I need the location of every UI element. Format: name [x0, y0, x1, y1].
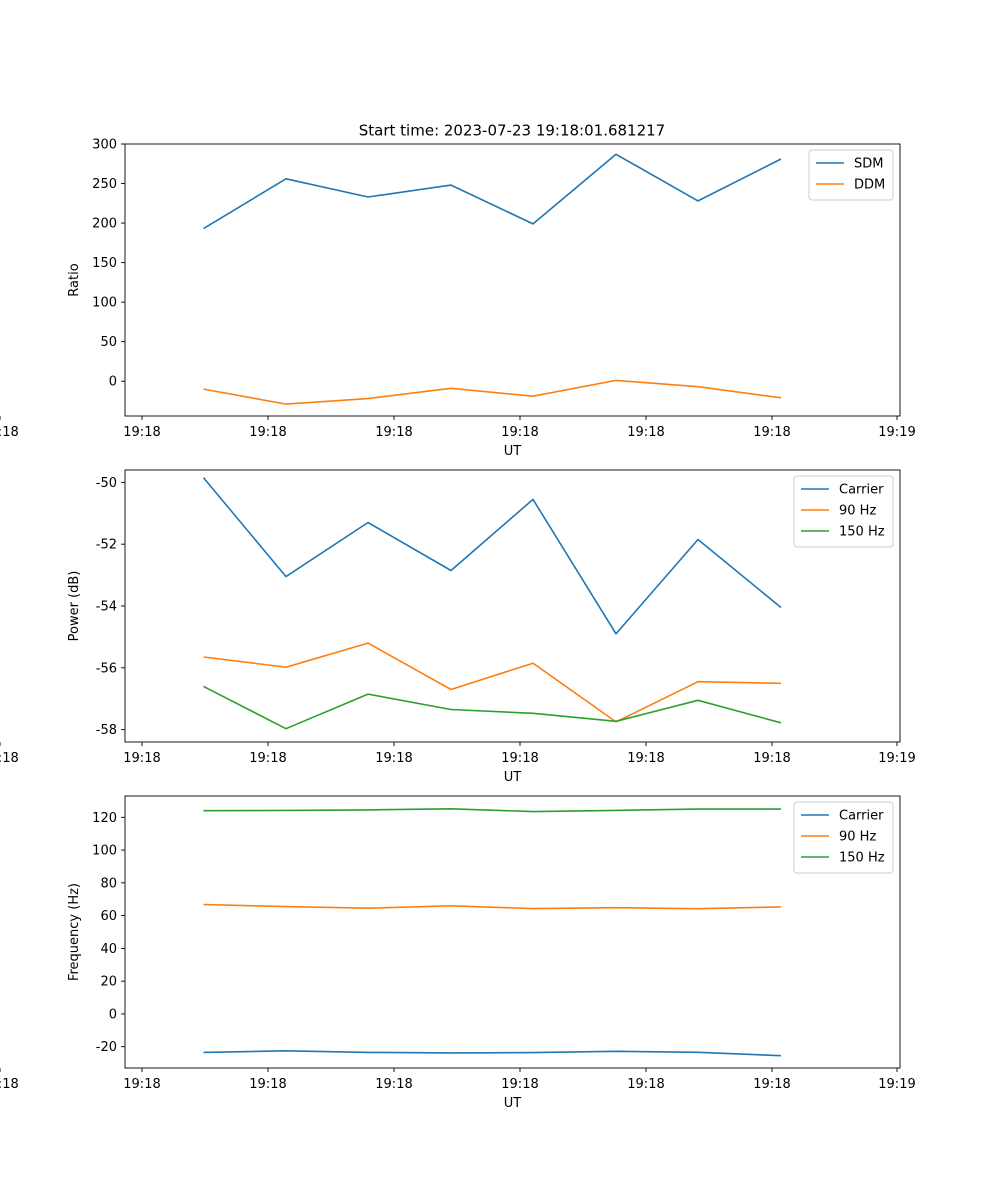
- x-tick-label: 19:18: [123, 751, 160, 766]
- x-axis-label: UT: [504, 1096, 522, 1111]
- y-tick-label: 0: [109, 375, 117, 390]
- x-tick-label: 19:18: [753, 751, 790, 766]
- x-tick-label: 19:18: [375, 751, 412, 766]
- x-axis-label: UT: [504, 770, 522, 785]
- x-tick-label: 19:18: [627, 1077, 664, 1092]
- legend-label: 150 Hz: [839, 525, 885, 540]
- y-tick-label: 50: [100, 335, 117, 350]
- series-line-90-hz: [203, 642, 782, 723]
- y-tick-label: 60: [100, 909, 117, 924]
- x-tick-label: 19:19: [878, 425, 915, 440]
- y-tick-label: 80: [100, 876, 117, 891]
- x-tick-label: 19:18: [501, 425, 538, 440]
- y-tick-label: 120: [92, 811, 117, 826]
- y-tick-label: 100: [92, 296, 117, 311]
- axes-frame: [124, 795, 901, 1069]
- frequency-panel: -20 0 20 40 60 80 100 120 19:18 19:18 19:18 19:18 19…: [0, 795, 916, 1111]
- x-tick-label: 19:18: [627, 425, 664, 440]
- y-axis-label: Power (dB): [67, 571, 82, 642]
- series-line-150-hz: [203, 807, 781, 813]
- legend-label: DDM: [854, 178, 885, 193]
- legend-label: Carrier: [839, 483, 884, 498]
- y-tick-label: -56: [96, 661, 117, 676]
- y-tick-label: 100: [92, 844, 117, 859]
- series-line-carrier: [202, 477, 782, 635]
- ratio-panel: 0 50 100 150 200 250 300 19:18 19:18 19:18 19:18 19…: [0, 138, 916, 459]
- y-tick-label: -58: [96, 723, 117, 738]
- legend-label: 90 Hz: [839, 504, 876, 519]
- x-tick-label: 19:18: [249, 425, 286, 440]
- y-tick-label: 0: [109, 1007, 117, 1022]
- x-tick-label: 19:18: [249, 1077, 286, 1092]
- x-tick-label: 19:18: [123, 425, 160, 440]
- axes-frame: [124, 469, 901, 743]
- y-tick-label: -50: [96, 476, 117, 491]
- legend-label: Carrier: [839, 809, 884, 824]
- series-line-carrier: [203, 1050, 782, 1057]
- y-tick-label: -54: [96, 600, 117, 615]
- y-tick-label: -52: [96, 538, 117, 553]
- legend-label: 150 Hz: [839, 851, 885, 866]
- x-tick-label: 19:19: [878, 1077, 915, 1092]
- legend-label: 90 Hz: [839, 830, 876, 845]
- x-tick-label: 19:18: [0, 425, 19, 440]
- x-axis-label: UT: [504, 444, 522, 459]
- axes-frame: [124, 143, 901, 417]
- x-tick-label: 19:18: [249, 751, 286, 766]
- y-tick-label: 200: [92, 217, 117, 232]
- legend-box: [793, 801, 894, 874]
- x-tick-label: 19:18: [123, 1077, 160, 1092]
- series-line-ddm: [203, 379, 782, 405]
- y-axis-label: Ratio: [67, 263, 82, 296]
- x-tick-label: 19:18: [753, 1077, 790, 1092]
- y-tick-label: 150: [92, 256, 117, 271]
- x-tick-label: 19:18: [627, 751, 664, 766]
- legend-box: [793, 475, 894, 548]
- x-tick-label: 19:18: [501, 751, 538, 766]
- power-panel: -58 -56 -54 -52 -50 19:18 19:18 19:18 19:18 19:18…: [0, 469, 916, 785]
- y-tick-label: 300: [92, 138, 117, 153]
- y-tick-label: 250: [92, 177, 117, 192]
- x-tick-label: 19:18: [375, 425, 412, 440]
- y-tick-label: 40: [100, 942, 117, 957]
- x-tick-label: 19:19: [878, 751, 915, 766]
- legend-label: SDM: [854, 157, 883, 172]
- figure-title: Start time: 2023-07-23 19:18:01.681217: [359, 122, 665, 140]
- x-tick-label: 19:18: [501, 1077, 538, 1092]
- series-line-150-hz: [203, 685, 782, 730]
- x-tick-label: 19:18: [0, 751, 19, 766]
- x-tick-label: 19:18: [375, 1077, 412, 1092]
- series-line-sdm: [203, 153, 782, 230]
- y-tick-label: -20: [96, 1040, 117, 1055]
- y-tick-label: 20: [100, 975, 117, 990]
- y-axis-label: Frequency (Hz): [67, 883, 82, 981]
- x-tick-label: 19:18: [753, 425, 790, 440]
- series-line-90-hz: [203, 903, 782, 910]
- x-tick-label: 19:18: [0, 1077, 19, 1092]
